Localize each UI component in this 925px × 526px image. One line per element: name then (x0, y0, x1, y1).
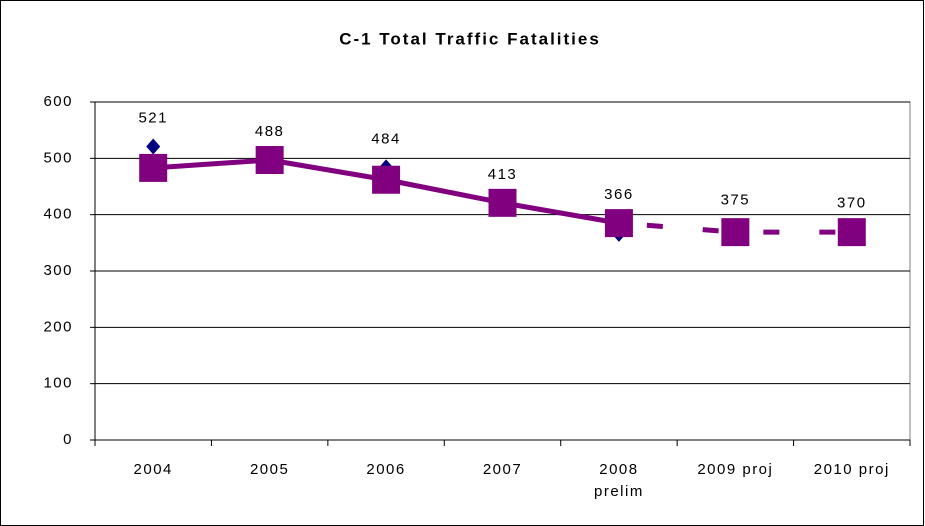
square-marker (604, 209, 633, 238)
data-label: 413 (488, 166, 518, 183)
chart-title: C-1 Total Traffic Fatalities (339, 29, 601, 48)
data-label: 375 (721, 192, 751, 209)
y-tick-label: 300 (43, 262, 73, 279)
x-tick-label: 2006 (366, 461, 405, 478)
y-tick-label: 600 (43, 93, 73, 110)
line-segment (618, 220, 736, 235)
square-marker (255, 146, 284, 175)
square-marker (721, 218, 750, 247)
y-tick-label: 200 (43, 318, 73, 335)
square-marker (837, 218, 866, 247)
x-tick-label: 2010 proj (814, 461, 890, 478)
x-tick-label: 2004 (134, 461, 173, 478)
data-label: 366 (604, 186, 634, 203)
y-tick-label: 100 (43, 375, 73, 392)
data-label: 488 (255, 123, 285, 140)
line-segment (502, 200, 620, 226)
square-marker (372, 165, 401, 194)
y-tick-label: 400 (43, 206, 73, 223)
x-tick-label: 2008 prelim (594, 461, 644, 500)
line-segment (385, 177, 503, 206)
x-tick-label: 2009 proj (697, 461, 773, 478)
y-tick-label: 500 (43, 149, 73, 166)
square-marker (139, 153, 168, 182)
line-segment (153, 157, 270, 171)
x-tick-label: 2005 (250, 461, 289, 478)
x-tick-label: 2007 (483, 461, 522, 478)
data-label: 521 (138, 109, 168, 126)
line-segment (269, 157, 387, 183)
square-marker (488, 188, 517, 217)
data-label: 370 (837, 195, 867, 212)
y-tick-label: 0 (63, 431, 73, 448)
data-label: 484 (371, 130, 401, 147)
diamond-marker (146, 138, 161, 155)
